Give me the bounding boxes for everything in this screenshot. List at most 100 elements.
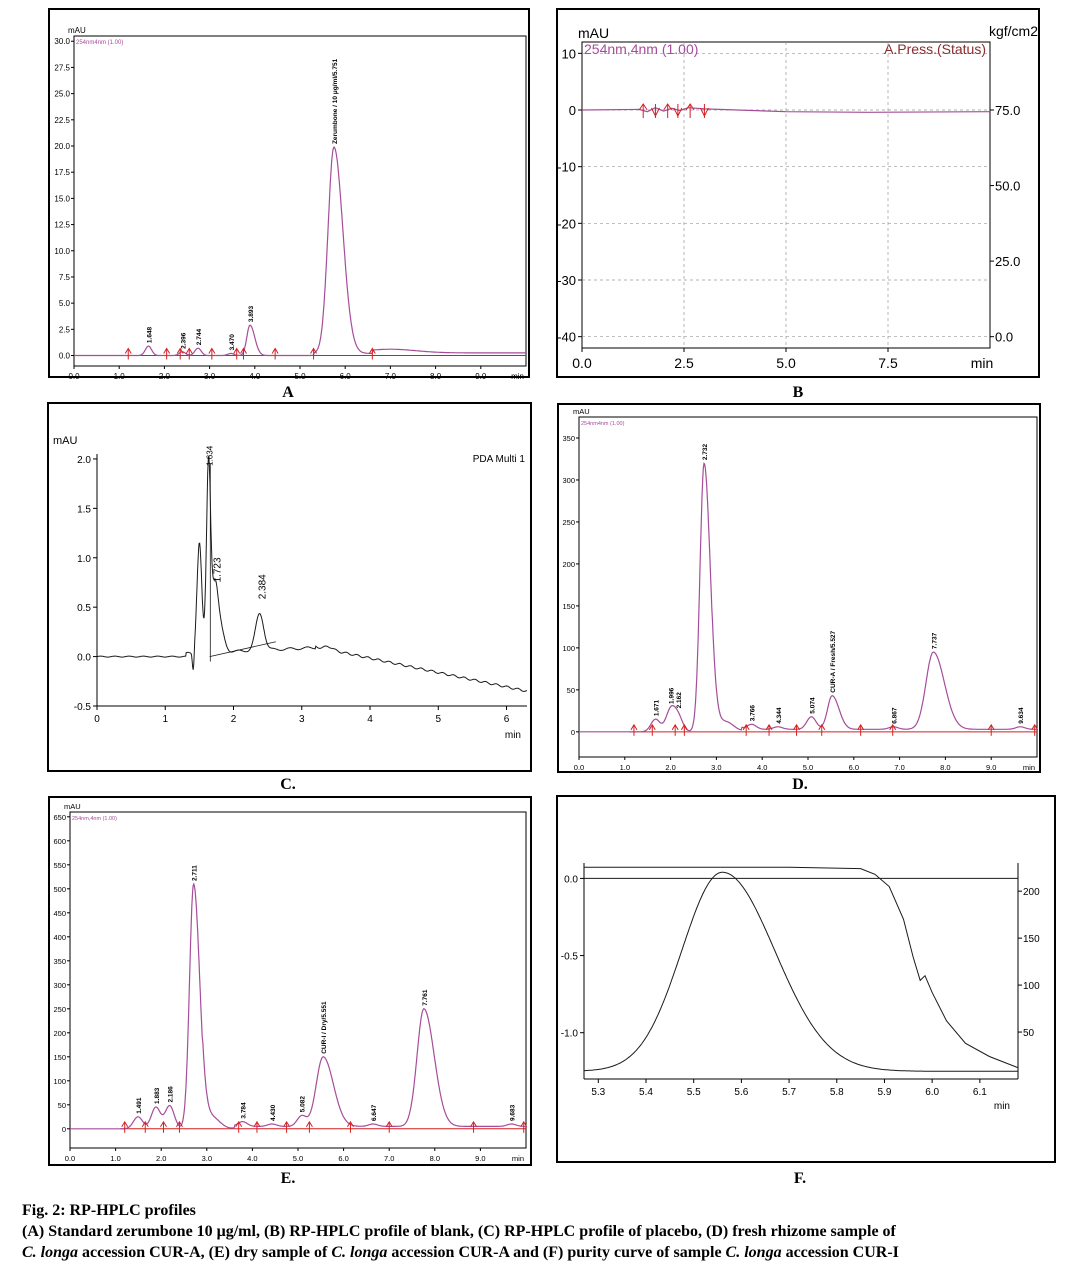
y-tick-label: -10 bbox=[557, 160, 576, 175]
x-tick-label: 4.0 bbox=[247, 1154, 257, 1163]
x-tick-label: 1.0 bbox=[620, 763, 630, 772]
integration-marker bbox=[163, 347, 171, 354]
x-tick-label: 4 bbox=[367, 714, 373, 725]
panel-label-f: F. bbox=[793, 1170, 807, 1187]
integration-marker bbox=[233, 347, 241, 354]
y-tick-label: 350 bbox=[562, 434, 575, 443]
y-tick-label: 500 bbox=[53, 885, 66, 894]
y-tick-label: 27.5 bbox=[54, 63, 70, 72]
y-unit-label: mAU bbox=[573, 407, 590, 416]
x-tick-label: 7.5 bbox=[878, 355, 898, 371]
channel-label: 254nm4nm (1.00) bbox=[76, 40, 123, 46]
peak-label: 1.648 bbox=[146, 326, 153, 343]
y-tick-label: 300 bbox=[53, 981, 66, 990]
y-tick-label: 300 bbox=[562, 476, 575, 485]
y-tick-label: -0.5 bbox=[561, 952, 579, 963]
peak-label: 4.344 bbox=[776, 707, 783, 724]
integration-marker bbox=[638, 103, 648, 111]
x-unit-label: min bbox=[511, 372, 524, 381]
peak-label: 3.784 bbox=[241, 1102, 248, 1119]
y-tick-label: 20.0 bbox=[54, 142, 70, 151]
purity-curve-f: 0.0 -0.5 -1.0 200 150 100 50 5.3 5.4 5.5 5.6 5.7 5.8… bbox=[561, 863, 1040, 1112]
chromatogram-trace bbox=[74, 146, 526, 357]
peak-label: 1.634 bbox=[206, 445, 215, 466]
x-tick-label: 5.5 bbox=[687, 1087, 701, 1098]
x-tick-label: 5.0 bbox=[294, 372, 306, 381]
x-unit-label: min bbox=[512, 1154, 524, 1163]
peak-label: 1.491 bbox=[136, 1097, 143, 1114]
peak-label: 2.186 bbox=[168, 1086, 175, 1103]
y-tick-label: 1.5 bbox=[77, 504, 91, 515]
peak-label: 9.683 bbox=[510, 1104, 517, 1121]
integration-marker bbox=[663, 103, 673, 111]
x-unit-label: min bbox=[994, 1101, 1010, 1112]
right-tick-label: 0.0 bbox=[995, 330, 1013, 345]
caption-text: accession CUR-I bbox=[781, 1244, 899, 1261]
integration-marker bbox=[310, 347, 317, 354]
plot-frame bbox=[73, 35, 527, 367]
channel-label: PDA Multi 1 bbox=[473, 454, 526, 465]
x-tick-label: 0.0 bbox=[574, 763, 584, 772]
figure-caption: Fig. 2: RP-HPLC profiles (A) Standard ze… bbox=[22, 1200, 1082, 1263]
x-unit-label: min bbox=[505, 730, 521, 741]
y-tick-label: 12.5 bbox=[54, 221, 70, 230]
chromatogram-trace bbox=[581, 107, 991, 113]
y-tick-label: 650 bbox=[53, 813, 66, 822]
y-tick-label: 250 bbox=[53, 1005, 66, 1014]
y-tick-label: 5.0 bbox=[59, 299, 71, 308]
x-tick-label: 6 bbox=[504, 714, 510, 725]
y-tick-label: 7.5 bbox=[59, 273, 71, 282]
chromatogram-e: 0 50 100 150 200 250 300 350 400 450 500 550 600 650 0… bbox=[53, 802, 528, 1163]
right-tick-label: 50.0 bbox=[995, 179, 1020, 194]
y-tick-label: 0 bbox=[571, 728, 575, 737]
x-tick-label: 1 bbox=[162, 714, 168, 725]
integration-marker bbox=[240, 347, 247, 354]
y-tick-label: 10.0 bbox=[54, 247, 70, 256]
y-tick-label: -0.5 bbox=[74, 702, 92, 713]
x-tick-label: 5.4 bbox=[639, 1087, 653, 1098]
chromatogram-trace bbox=[70, 882, 526, 1130]
species-name: C. longa bbox=[725, 1244, 782, 1261]
peak-label: 6.867 bbox=[892, 707, 899, 724]
integration-marker bbox=[368, 347, 376, 354]
caption-line-2: C. longa accession CUR-A, (E) dry sample… bbox=[22, 1242, 1082, 1263]
y-tick-label: 400 bbox=[53, 933, 66, 942]
integration-marker bbox=[235, 1120, 243, 1128]
peak-label: 5.082 bbox=[300, 1096, 307, 1113]
integration-marker bbox=[141, 1120, 149, 1128]
integration-marker bbox=[176, 347, 184, 354]
y-tick-label: 350 bbox=[53, 957, 66, 966]
x-tick-label: 5.0 bbox=[776, 355, 796, 371]
integration-marker bbox=[470, 1120, 477, 1128]
caption-text: accession CUR-A, (E) dry sample of bbox=[78, 1244, 332, 1261]
peak-label: CUR-A / Fresh/5.527 bbox=[830, 630, 837, 692]
peak-label: 2.396 bbox=[180, 332, 187, 349]
right-tick-label: 200 bbox=[1023, 887, 1040, 898]
y-tick-label: 2.0 bbox=[77, 455, 91, 466]
integration-baseline bbox=[209, 641, 276, 657]
species-name: C. longa bbox=[331, 1244, 388, 1261]
integration-marker bbox=[253, 1120, 261, 1128]
x-tick-label: 0 bbox=[94, 714, 100, 725]
integration-marker bbox=[185, 347, 193, 354]
y-tick-label: 25.0 bbox=[54, 90, 70, 99]
integration-marker bbox=[793, 723, 800, 731]
integration-marker bbox=[208, 347, 216, 354]
x-tick-label: 5.3 bbox=[591, 1087, 605, 1098]
x-tick-label: 0.0 bbox=[68, 372, 80, 381]
x-tick-label: 2.0 bbox=[156, 1154, 166, 1163]
panel-a: 0.0 2.5 5.0 7.5 10.0 12.5 15.0 17.5 20.0 22.5 25.0… bbox=[48, 8, 530, 381]
x-tick-label: 3 bbox=[299, 714, 305, 725]
channel-label: 254nm,4nm (1.00) bbox=[584, 41, 698, 57]
x-tick-label: 4.0 bbox=[757, 763, 767, 772]
peak-label: 6.647 bbox=[371, 1104, 378, 1121]
y-tick-label: 0.0 bbox=[77, 653, 91, 664]
x-tick-label: 0.0 bbox=[65, 1154, 75, 1163]
peak-label: 3.470 bbox=[229, 334, 236, 351]
y-tick-label: 0.0 bbox=[59, 352, 71, 361]
y-unit-label: mAU bbox=[68, 26, 86, 35]
right-unit-label: kgf/cm2 bbox=[989, 23, 1038, 39]
integration-marker bbox=[1031, 723, 1039, 731]
peak-label: 7.737 bbox=[931, 632, 938, 649]
y-tick-label: 0.5 bbox=[77, 603, 91, 614]
